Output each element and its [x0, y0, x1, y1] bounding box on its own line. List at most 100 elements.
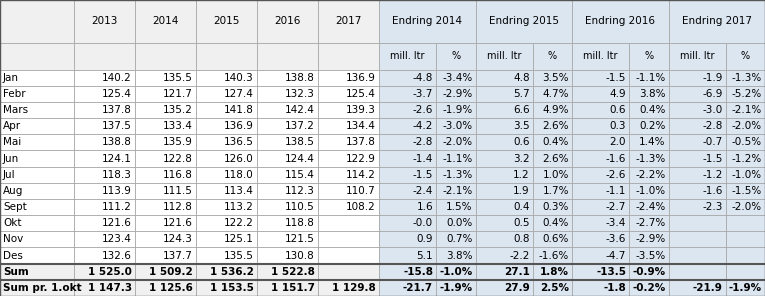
Bar [257, 264, 318, 280]
Bar [629, 199, 669, 215]
Bar [257, 247, 318, 264]
Bar [196, 280, 257, 296]
Bar [196, 231, 257, 247]
Text: -1.5: -1.5 [702, 154, 723, 163]
Bar [436, 150, 476, 167]
Text: -2.6: -2.6 [606, 170, 626, 180]
Text: 0.4: 0.4 [513, 202, 529, 212]
Bar [135, 167, 196, 183]
Bar [436, 86, 476, 102]
Bar [0, 0, 74, 43]
Bar [726, 150, 765, 167]
Text: 122.8: 122.8 [163, 154, 193, 163]
Text: -13.5: -13.5 [596, 267, 626, 277]
Text: -2.1%: -2.1% [442, 186, 473, 196]
Bar [532, 247, 572, 264]
Bar [196, 247, 257, 264]
Text: 121.6: 121.6 [102, 218, 132, 228]
Bar [0, 102, 74, 118]
Text: 132.6: 132.6 [102, 251, 132, 260]
Bar [726, 280, 765, 296]
Bar [572, 183, 629, 199]
Bar [257, 134, 318, 150]
Text: -1.9%: -1.9% [442, 105, 473, 115]
Bar [196, 43, 257, 70]
Bar [0, 118, 74, 134]
Bar [726, 150, 765, 167]
Bar [135, 0, 196, 43]
Text: 138.8: 138.8 [102, 137, 132, 147]
Bar [436, 86, 476, 102]
Bar [476, 280, 532, 296]
Bar [572, 0, 669, 43]
Text: 139.3: 139.3 [346, 105, 376, 115]
Bar [135, 134, 196, 150]
Bar [436, 215, 476, 231]
Bar [257, 102, 318, 118]
Bar [0, 86, 74, 102]
Bar [436, 199, 476, 215]
Bar [318, 167, 379, 183]
Text: %: % [451, 51, 461, 61]
Bar [379, 150, 436, 167]
Bar [669, 86, 726, 102]
Bar [0, 134, 74, 150]
Text: -3.4: -3.4 [606, 218, 626, 228]
Bar [726, 167, 765, 183]
Text: -3.6: -3.6 [606, 234, 626, 244]
Bar [257, 199, 318, 215]
Bar [257, 167, 318, 183]
Bar [436, 118, 476, 134]
Bar [135, 215, 196, 231]
Bar [196, 86, 257, 102]
Bar [476, 264, 532, 280]
Text: 135.2: 135.2 [163, 105, 193, 115]
Text: 138.8: 138.8 [285, 73, 315, 83]
Bar [74, 102, 135, 118]
Bar [379, 199, 436, 215]
Bar [0, 70, 74, 86]
Bar [476, 70, 532, 86]
Bar [257, 150, 318, 167]
Text: -2.0%: -2.0% [732, 121, 762, 131]
Bar [629, 183, 669, 199]
Bar [135, 86, 196, 102]
Text: 0.4%: 0.4% [542, 137, 569, 147]
Bar [318, 199, 379, 215]
Bar [379, 199, 436, 215]
Text: 125.4: 125.4 [346, 89, 376, 99]
Bar [476, 86, 532, 102]
Bar [379, 264, 436, 280]
Bar [74, 247, 135, 264]
Bar [318, 264, 379, 280]
Text: -2.9%: -2.9% [442, 89, 473, 99]
Bar [572, 70, 629, 86]
Bar [379, 86, 436, 102]
Text: 1.8%: 1.8% [540, 267, 569, 277]
Bar [436, 247, 476, 264]
Text: -1.6: -1.6 [702, 186, 723, 196]
Text: 140.3: 140.3 [224, 73, 254, 83]
Bar [436, 167, 476, 183]
Text: -1.3%: -1.3% [635, 154, 666, 163]
Bar [669, 247, 726, 264]
Bar [726, 167, 765, 183]
Bar [726, 264, 765, 280]
Text: 142.4: 142.4 [285, 105, 315, 115]
Bar [135, 86, 196, 102]
Bar [257, 86, 318, 102]
Bar [726, 231, 765, 247]
Bar [476, 280, 532, 296]
Text: -1.6%: -1.6% [539, 251, 569, 260]
Bar [0, 199, 74, 215]
Bar [436, 70, 476, 86]
Bar [629, 215, 669, 231]
Bar [726, 215, 765, 231]
Bar [196, 264, 257, 280]
Bar [0, 0, 74, 43]
Text: 1.6: 1.6 [416, 202, 433, 212]
Text: 2.6%: 2.6% [542, 121, 569, 131]
Bar [257, 215, 318, 231]
Bar [196, 150, 257, 167]
Bar [379, 215, 436, 231]
